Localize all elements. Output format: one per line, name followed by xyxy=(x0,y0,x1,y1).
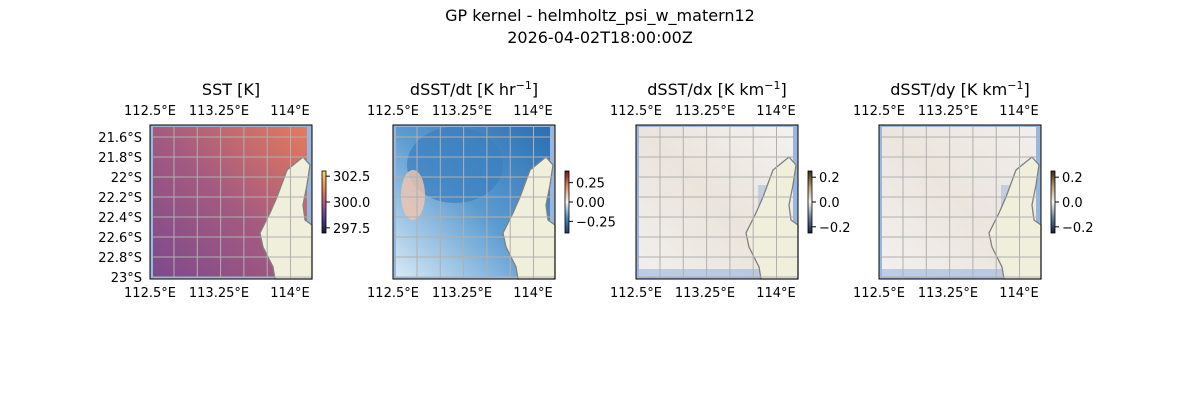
colorbar-tick-label: −0.25 xyxy=(576,215,616,230)
x-tick-label-top: 113.25°E xyxy=(432,104,492,119)
y-tick-label: 22.6°S xyxy=(98,231,142,246)
y-tick-label: 23°S xyxy=(111,271,142,286)
x-tick-label-top: 112.5°E xyxy=(124,104,176,119)
panel-title: dSST/dt [K hr−1] xyxy=(410,79,538,99)
x-tick-label-top: 112.5°E xyxy=(367,104,419,119)
axes-frame xyxy=(392,124,556,280)
panel-title: SST [K] xyxy=(202,80,260,99)
colorbar-tick-label: 302.5 xyxy=(333,170,370,185)
colorbar xyxy=(1050,170,1056,234)
x-tick-label-bottom: 114°E xyxy=(270,286,310,301)
x-tick-label-bottom: 113.25°E xyxy=(189,286,249,301)
panel-title: dSST/dy [K km−1] xyxy=(890,79,1029,99)
colorbar-tick-label: −0.2 xyxy=(819,221,851,236)
colorbar-tick-label: 0.0 xyxy=(819,196,840,211)
axes-frame xyxy=(878,124,1042,280)
y-tick-label: 22.2°S xyxy=(98,191,142,206)
map-panel-1: SST [K] 112.5°E 112.5°E 113.25°E 113.25°E 114… xyxy=(98,80,370,301)
x-tick-label-top: 114°E xyxy=(756,104,796,119)
x-tick-label-bottom: 113.25°E xyxy=(675,286,735,301)
y-tick-label: 22°S xyxy=(111,171,142,186)
x-tick-label-top: 114°E xyxy=(270,104,310,119)
colorbar-tick-label: 0.25 xyxy=(576,177,605,192)
colorbar-tick-label: 300.0 xyxy=(333,196,370,211)
y-tick-label: 22.8°S xyxy=(98,251,142,266)
x-tick-label-bottom: 112.5°E xyxy=(853,286,905,301)
x-tick-label-top: 113.25°E xyxy=(918,104,978,119)
x-tick-label-bottom: 114°E xyxy=(756,286,796,301)
x-tick-label-top: 113.25°E xyxy=(675,104,735,119)
figure-title: GP kernel - helmholtz_psi_w_matern12 xyxy=(445,6,755,25)
x-tick-label-bottom: 112.5°E xyxy=(367,286,419,301)
colorbar-tick-label: 0.0 xyxy=(1062,196,1083,211)
x-tick-label-top: 112.5°E xyxy=(853,104,905,119)
colorbar xyxy=(321,170,327,234)
x-tick-label-bottom: 113.25°E xyxy=(432,286,492,301)
colorbar xyxy=(564,170,570,234)
x-tick-label-top: 113.25°E xyxy=(189,104,249,119)
x-tick-label-bottom: 114°E xyxy=(513,286,553,301)
colorbar-tick-label: 0.00 xyxy=(576,196,605,211)
axes-frame xyxy=(635,124,799,280)
figure-subtitle: 2026-04-02T18:00:00Z xyxy=(507,28,693,47)
axes-frame xyxy=(149,124,313,280)
x-tick-label-bottom: 112.5°E xyxy=(610,286,662,301)
colorbar xyxy=(807,170,813,234)
water-edge xyxy=(636,269,798,279)
colorbar-tick-label: 297.5 xyxy=(333,222,370,237)
map-panel-4: dSST/dy [K km−1] 112.5°E 112.5°E 113.25°E 11… xyxy=(853,79,1094,301)
y-tick-label: 21.6°S xyxy=(98,131,142,146)
colorbar-tick-label: −0.2 xyxy=(1062,221,1094,236)
panel-title: dSST/dx [K km−1] xyxy=(647,79,786,99)
y-tick-label: 21.8°S xyxy=(98,151,142,166)
x-tick-label-top: 112.5°E xyxy=(610,104,662,119)
negative-anomaly xyxy=(407,127,503,203)
x-tick-label-bottom: 112.5°E xyxy=(124,286,176,301)
x-tick-label-bottom: 114°E xyxy=(999,286,1039,301)
y-tick-label: 22.4°S xyxy=(98,211,142,226)
colorbar-tick-label: 0.2 xyxy=(819,171,840,186)
water-edge xyxy=(879,269,1041,279)
x-tick-label-top: 114°E xyxy=(999,104,1039,119)
positive-anomaly xyxy=(401,170,425,220)
map-panel-2: dSST/dt [K hr−1] 112.5°E 112.5°E 113.25°E 11… xyxy=(367,79,616,301)
colorbar-tick-label: 0.2 xyxy=(1062,171,1083,186)
x-tick-label-bottom: 113.25°E xyxy=(918,286,978,301)
x-tick-label-top: 114°E xyxy=(513,104,553,119)
map-panel-3: dSST/dx [K km−1] 112.5°E 112.5°E 113.25°E 11… xyxy=(610,79,851,301)
